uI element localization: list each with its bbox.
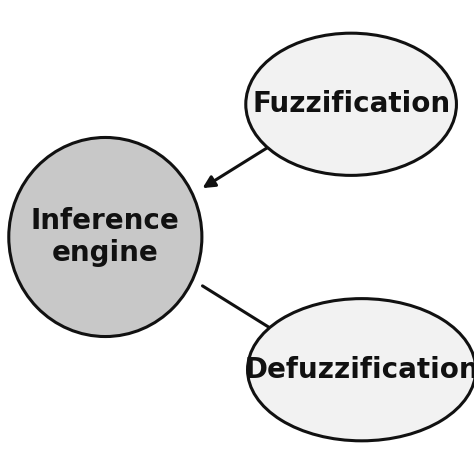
Text: Defuzzification: Defuzzification [244,356,474,384]
Text: Fuzzification: Fuzzification [252,90,450,118]
Ellipse shape [246,33,456,175]
Text: Inference
engine: Inference engine [31,207,180,267]
Ellipse shape [9,137,202,337]
Ellipse shape [247,299,474,441]
